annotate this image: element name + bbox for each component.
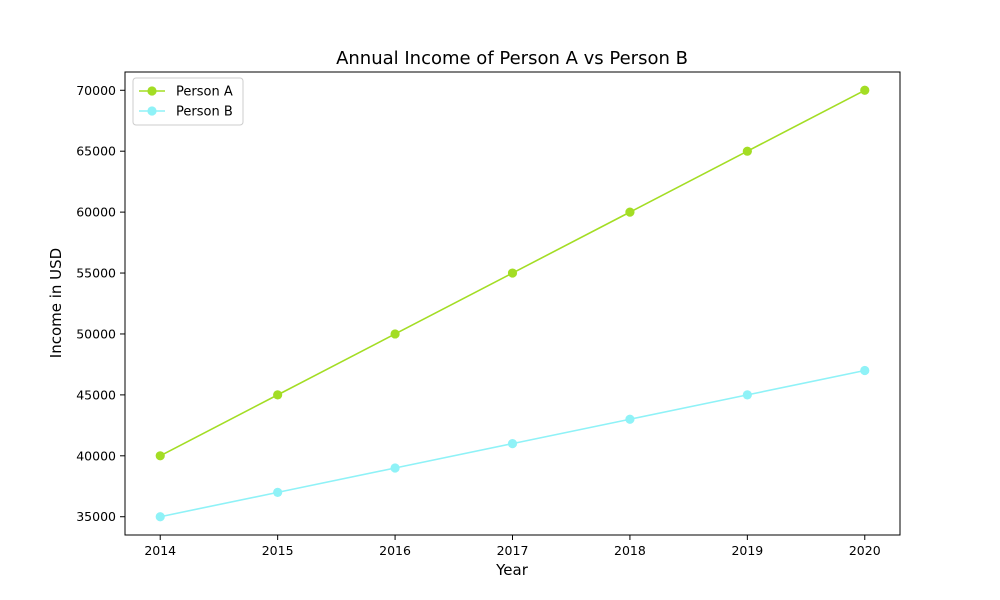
- data-point-person-b: [860, 365, 870, 376]
- data-point-person-a: [273, 390, 283, 400]
- y-axis-label: Income in USD: [47, 248, 65, 358]
- data-point-person-a: [155, 451, 165, 461]
- y-tick-label: 35000: [76, 509, 116, 524]
- x-tick-label: 2015: [262, 543, 294, 558]
- y-tick-label: 60000: [76, 205, 116, 220]
- x-tick-label: 2018: [614, 543, 646, 558]
- legend-marker-person-b: [147, 106, 157, 116]
- data-point-person-b: [742, 390, 752, 400]
- legend-label-person-a: Person A: [176, 85, 233, 100]
- x-tick-label: 2019: [731, 543, 763, 558]
- x-axis-label: Year: [495, 561, 529, 579]
- data-point-person-a: [507, 268, 518, 278]
- y-tick-label: 55000: [76, 266, 116, 281]
- data-point-person-a: [390, 329, 400, 339]
- data-point-person-b: [155, 512, 165, 522]
- y-tick-label: 70000: [76, 83, 116, 98]
- data-point-person-b: [625, 414, 635, 424]
- y-tick-label: 45000: [76, 387, 116, 402]
- data-point-person-b: [273, 487, 283, 497]
- data-point-person-a: [742, 146, 752, 156]
- plot-frame: [124, 71, 901, 536]
- y-tick-label: 50000: [76, 326, 116, 341]
- legend-marker-person-a: [147, 86, 157, 96]
- data-point-person-a: [625, 207, 635, 217]
- chart-title: Annual Income of Person A vs Person B: [336, 48, 688, 69]
- x-tick-label: 2016: [379, 543, 411, 558]
- legend-label-person-b: Person B: [176, 105, 233, 120]
- y-tick-label: 65000: [76, 144, 116, 159]
- x-tick-label: 2017: [497, 543, 529, 558]
- data-point-person-a: [860, 85, 870, 95]
- data-point-person-b: [507, 439, 518, 449]
- data-point-person-b: [390, 463, 400, 473]
- y-tick-label: 40000: [76, 448, 116, 463]
- x-tick-label: 2020: [849, 543, 881, 558]
- x-tick-label: 2014: [144, 543, 176, 558]
- legend-box: [132, 77, 244, 126]
- plot-area: 2014 2015 2016 2017 2018 2019 2020 35000 40000 45…: [76, 71, 901, 558]
- legend: Person A Person B: [132, 77, 244, 126]
